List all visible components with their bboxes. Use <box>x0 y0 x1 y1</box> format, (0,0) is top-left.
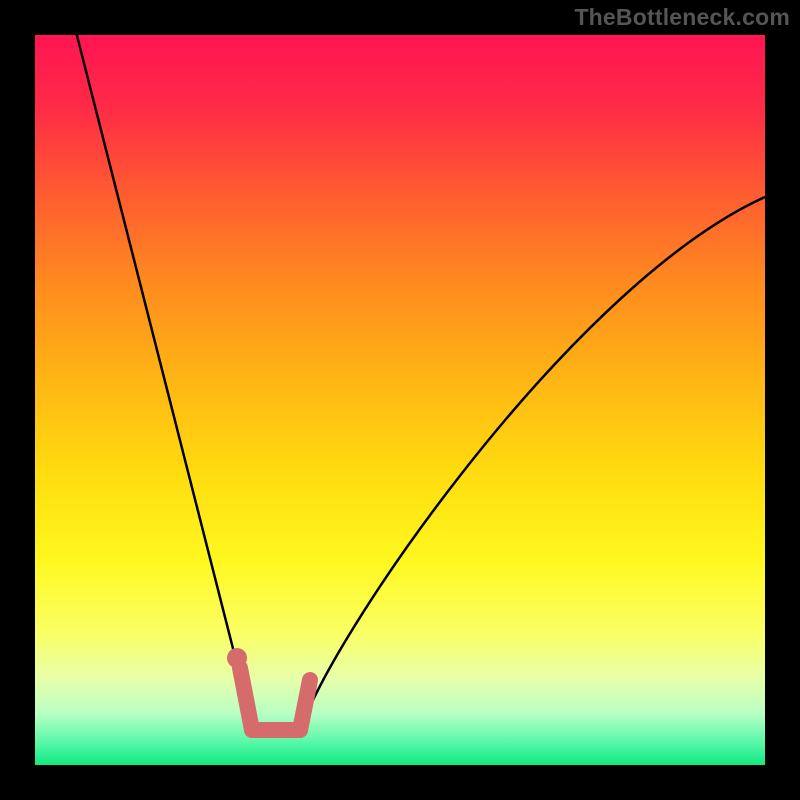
bottleneck-chart <box>0 0 800 800</box>
highlight-dot <box>227 648 247 668</box>
watermark-text: TheBottleneck.com <box>574 4 790 31</box>
chart-gradient-background <box>35 35 765 765</box>
highlight-segment <box>300 680 310 730</box>
chart-container: TheBottleneck.com <box>0 0 800 800</box>
